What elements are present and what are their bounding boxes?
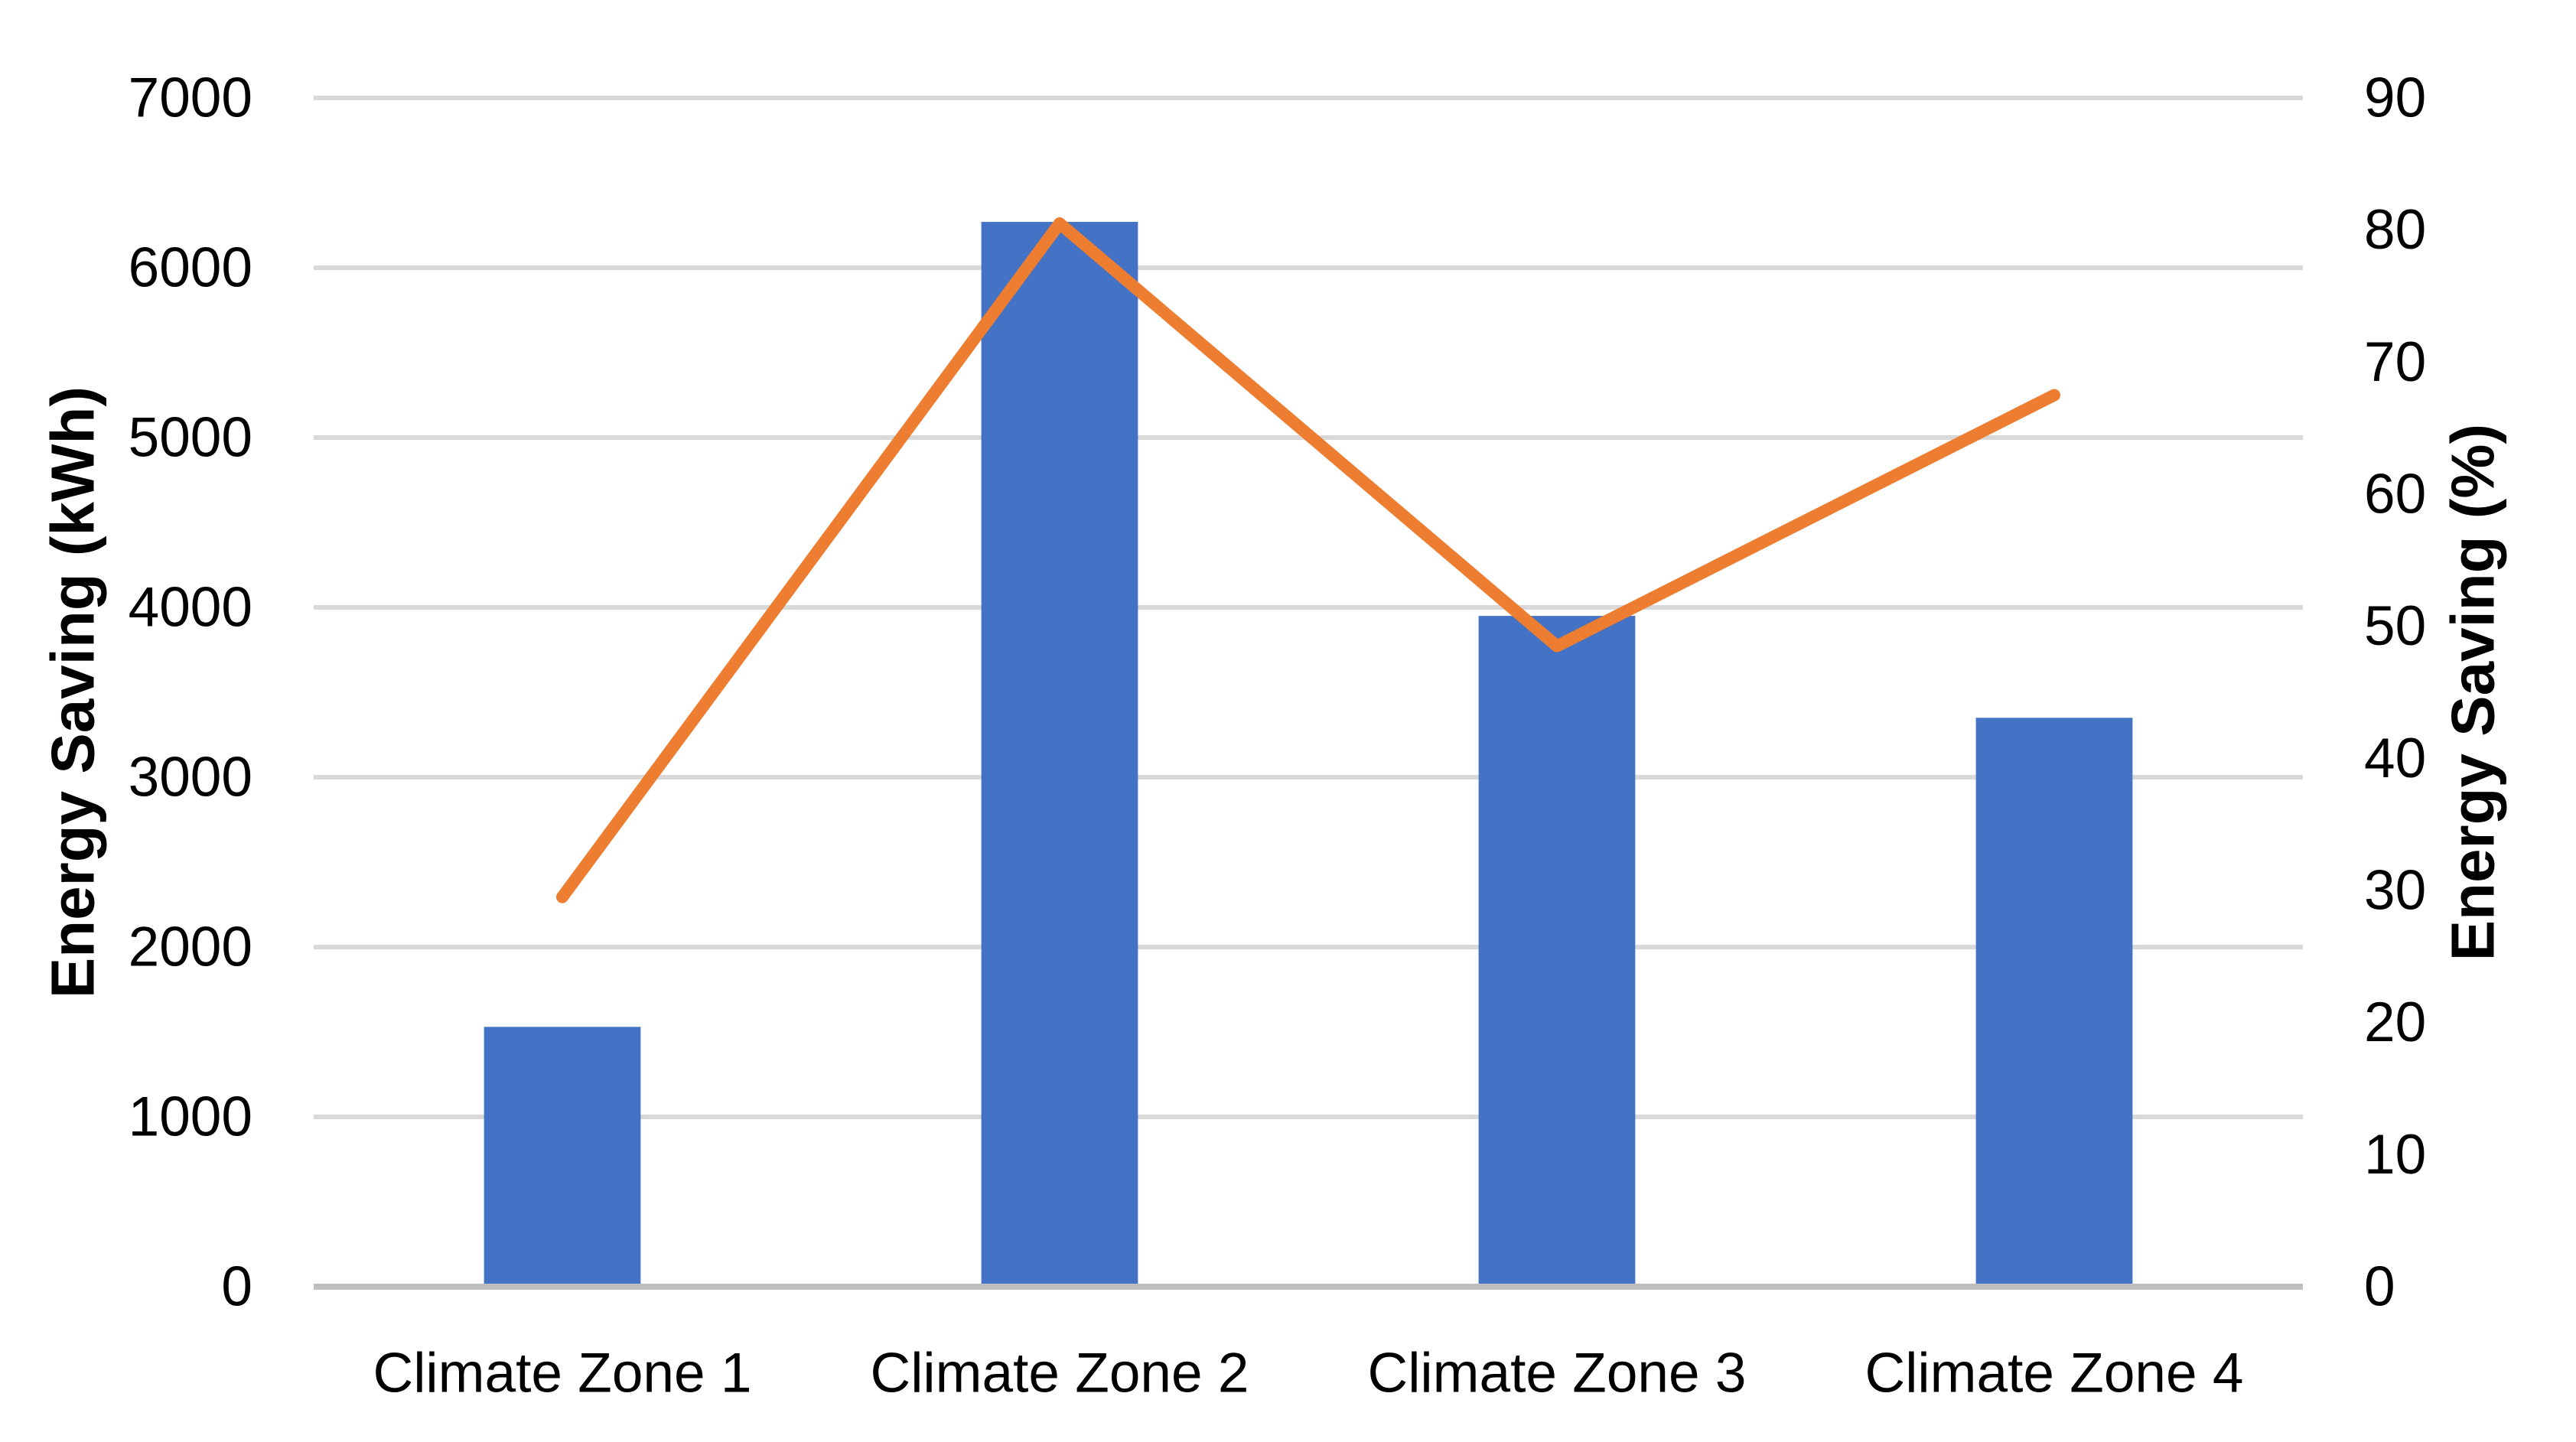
right-axis-tick-label: 40 [2364, 728, 2426, 789]
category-label: Climate Zone 3 [1368, 1343, 1747, 1405]
left-axis-tick-label: 5000 [129, 407, 252, 469]
line-series-path [556, 217, 2060, 903]
category-label: Climate Zone 2 [871, 1343, 1249, 1405]
left-axis-tick-label: 3000 [129, 747, 252, 809]
bar-series [484, 222, 2133, 1287]
bar [1478, 616, 1636, 1287]
right-axis-tick-label: 90 [2364, 67, 2426, 129]
left-axis-tick-label: 6000 [129, 237, 252, 299]
right-axis-tick-labels: 0 10 20 30 40 50 60 70 80 90 [2364, 67, 2426, 1318]
category-label: Climate Zone 1 [373, 1343, 752, 1405]
left-axis-tick-label: 2000 [129, 916, 252, 978]
right-axis-tick-label: 70 [2364, 331, 2426, 393]
line-series [556, 217, 2060, 903]
category-label: Climate Zone 4 [1865, 1343, 2244, 1405]
left-axis-tick-label: 1000 [129, 1086, 252, 1148]
category-axis-labels: Climate Zone 1 Climate Zone 2 Climate Zone… [373, 1343, 2244, 1405]
bar [981, 222, 1138, 1287]
left-axis-tick-label: 4000 [129, 577, 252, 639]
right-axis-tick-label: 50 [2364, 595, 2426, 657]
right-axis-title: Energy Saving (%) [2439, 424, 2507, 961]
left-axis-tick-label: 7000 [129, 67, 252, 129]
left-axis-tick-label: 0 [221, 1256, 252, 1318]
left-axis-tick-labels: 0 1000 2000 3000 4000 5000 6000 7000 [129, 67, 252, 1318]
right-axis-tick-label: 0 [2364, 1256, 2395, 1318]
right-axis-tick-label: 60 [2364, 464, 2426, 526]
bar [1975, 718, 2133, 1287]
right-axis-tick-label: 10 [2364, 1124, 2426, 1186]
bar [484, 1027, 641, 1287]
right-axis-tick-label: 20 [2364, 991, 2426, 1053]
right-axis-tick-label: 30 [2364, 860, 2426, 922]
left-axis-title: Energy Saving (kWh) [39, 386, 107, 998]
right-axis-tick-label: 80 [2364, 199, 2426, 261]
